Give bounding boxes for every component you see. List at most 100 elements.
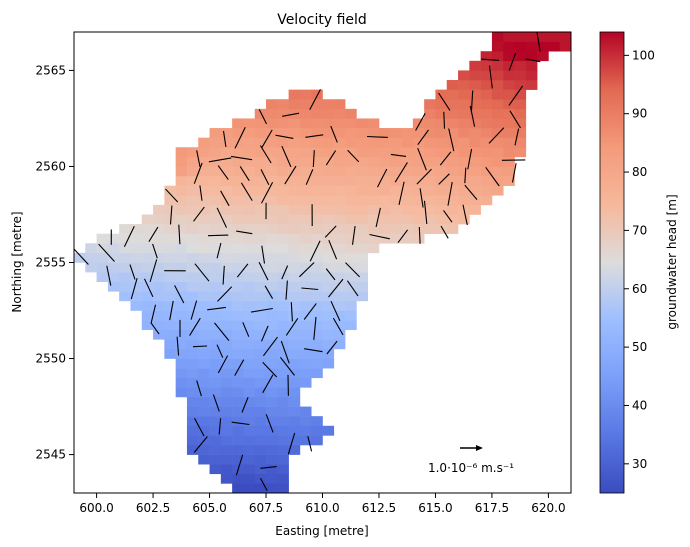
- head-cell: [164, 320, 176, 331]
- colorbar-tick-label: 30: [632, 457, 647, 471]
- head-cell: [232, 243, 244, 254]
- head-cell: [311, 425, 323, 436]
- velocity-arrow: [481, 58, 500, 61]
- head-cell: [345, 108, 357, 119]
- head-cell: [378, 233, 391, 244]
- head-cell: [345, 272, 357, 282]
- head-cell: [299, 204, 312, 215]
- head-cell: [141, 252, 154, 263]
- head-cell: [266, 281, 278, 292]
- head-cell: [458, 89, 470, 100]
- velocity-arrow: [275, 134, 294, 139]
- head-cell: [164, 339, 176, 350]
- velocity-arrow: [149, 259, 158, 283]
- head-cell: [266, 195, 278, 206]
- head-cell: [243, 281, 256, 292]
- head-cell: [175, 224, 188, 234]
- head-cell: [322, 166, 335, 177]
- head-cell: [153, 300, 165, 311]
- head-cell: [333, 262, 346, 273]
- head-cell: [333, 291, 346, 302]
- head-cell: [469, 128, 481, 138]
- head-cell: [220, 406, 233, 417]
- head-cell: [243, 416, 256, 427]
- velocity-arrow: [241, 396, 249, 413]
- head-cell: [220, 224, 233, 234]
- head-cell: [491, 99, 504, 110]
- head-cell: [288, 348, 301, 359]
- head-cell: [322, 243, 335, 254]
- velocity-arrow: [330, 300, 341, 322]
- head-cell: [254, 300, 267, 311]
- head-cell: [254, 204, 267, 215]
- head-cell: [288, 406, 301, 417]
- velocity-arrow: [261, 129, 273, 148]
- head-cell: [153, 252, 165, 263]
- head-cell: [220, 444, 233, 455]
- velocity-arrow: [281, 265, 289, 280]
- head-cell: [232, 348, 244, 359]
- head-cell: [277, 358, 289, 369]
- head-cell: [288, 252, 301, 263]
- head-cell: [412, 118, 425, 129]
- head-cell: [277, 108, 289, 119]
- head-cell: [164, 329, 176, 340]
- head-cell: [266, 358, 278, 369]
- head-cell: [198, 272, 210, 282]
- head-cell: [198, 291, 210, 302]
- head-cell: [254, 137, 267, 148]
- head-cell: [209, 435, 222, 446]
- head-cell: [266, 310, 278, 321]
- head-cell: [266, 300, 278, 311]
- head-cell: [220, 128, 233, 138]
- head-cell: [288, 185, 301, 196]
- velocity-arrow: [258, 109, 267, 125]
- head-cell: [356, 204, 368, 215]
- head-cell: [175, 204, 188, 215]
- velocity-arrow: [190, 300, 198, 320]
- head-cell: [232, 214, 244, 225]
- head-cell: [164, 281, 176, 292]
- head-cell: [311, 176, 323, 186]
- y-axis-label: Northing [metre]: [10, 211, 24, 312]
- head-cell: [288, 416, 301, 427]
- head-cell: [186, 214, 199, 225]
- head-cell: [164, 195, 176, 206]
- head-cell: [480, 156, 493, 167]
- head-cell: [141, 272, 154, 282]
- head-cell: [243, 176, 256, 186]
- head-cell: [514, 99, 527, 110]
- head-cell: [503, 41, 515, 52]
- head-cell: [288, 291, 301, 302]
- head-cell: [469, 89, 481, 100]
- head-cell: [175, 195, 188, 206]
- head-cell: [480, 70, 493, 81]
- head-cell: [277, 176, 289, 186]
- colorbar-tick-label: 80: [632, 165, 647, 179]
- head-cell: [390, 195, 402, 206]
- head-cell: [378, 214, 391, 225]
- head-cell: [401, 204, 414, 215]
- head-cell: [266, 128, 278, 138]
- head-cell: [288, 147, 301, 158]
- head-cell: [243, 156, 256, 167]
- head-cell: [186, 224, 199, 234]
- head-cell: [153, 291, 165, 302]
- head-cell: [209, 425, 222, 436]
- head-cell: [186, 320, 199, 331]
- velocity-arrow: [514, 128, 520, 146]
- head-cell: [254, 310, 267, 321]
- head-cell: [367, 118, 380, 129]
- head-cell: [186, 444, 199, 455]
- head-cell: [266, 99, 278, 110]
- velocity-arrow: [284, 165, 297, 185]
- head-cell: [119, 281, 131, 292]
- head-cell: [333, 281, 346, 292]
- head-cell: [367, 176, 380, 186]
- head-cell: [299, 137, 312, 148]
- head-cell: [299, 310, 312, 321]
- head-cell: [243, 214, 256, 225]
- head-cell: [107, 233, 120, 244]
- head-cell: [243, 406, 256, 417]
- head-cell: [243, 252, 256, 263]
